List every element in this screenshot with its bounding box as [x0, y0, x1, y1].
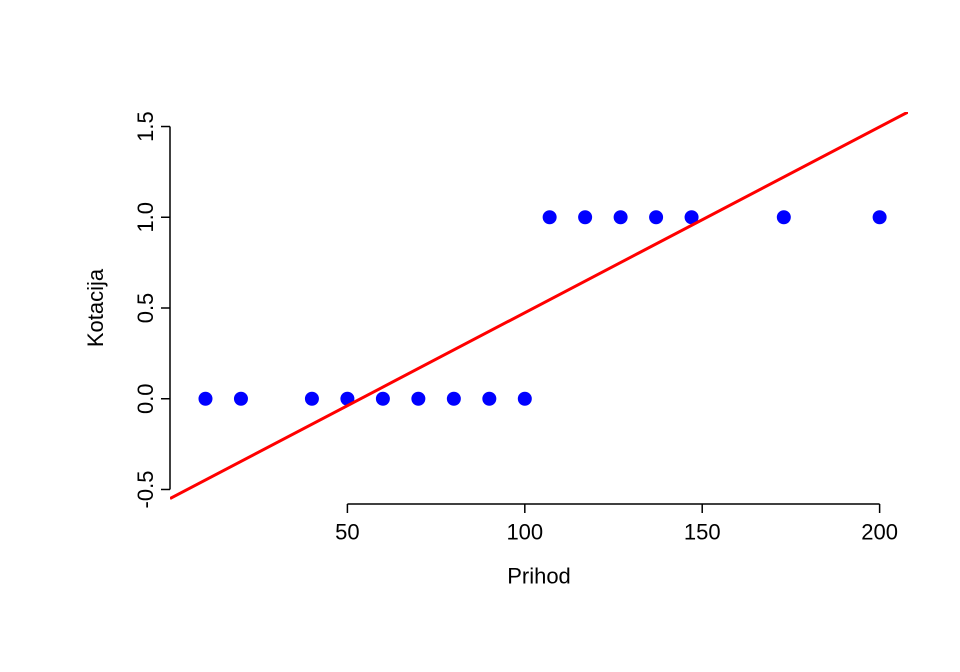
x-tick-label: 50: [335, 519, 359, 544]
data-point: [543, 210, 557, 224]
data-point: [578, 210, 592, 224]
x-tick-label: 200: [861, 519, 898, 544]
y-tick-label: 1.0: [133, 202, 158, 233]
data-point: [376, 392, 390, 406]
y-axis-label: Kotacija: [83, 268, 108, 347]
scatter-chart: 50 100 150 200 -0.5 0.0 0.5 1.0 1.5 Prihod Kotacij…: [0, 0, 960, 672]
x-tick-label: 100: [506, 519, 543, 544]
chart-svg: 50 100 150 200 -0.5 0.0 0.5 1.0 1.5 Prihod Kotacij…: [0, 0, 960, 672]
y-tick-label: 0.0: [133, 383, 158, 414]
x-tick-label: 150: [684, 519, 721, 544]
data-point: [411, 392, 425, 406]
data-point: [777, 210, 791, 224]
y-tick-label: 0.5: [133, 293, 158, 324]
y-tick-label: 1.5: [133, 111, 158, 142]
y-tick-label: -0.5: [133, 471, 158, 509]
data-point: [482, 392, 496, 406]
data-point: [198, 392, 212, 406]
data-point: [234, 392, 248, 406]
data-point: [305, 392, 319, 406]
data-point: [614, 210, 628, 224]
x-axis-label: Prihod: [507, 563, 571, 588]
data-point: [873, 210, 887, 224]
data-point: [649, 210, 663, 224]
data-point: [447, 392, 461, 406]
data-point: [518, 392, 532, 406]
